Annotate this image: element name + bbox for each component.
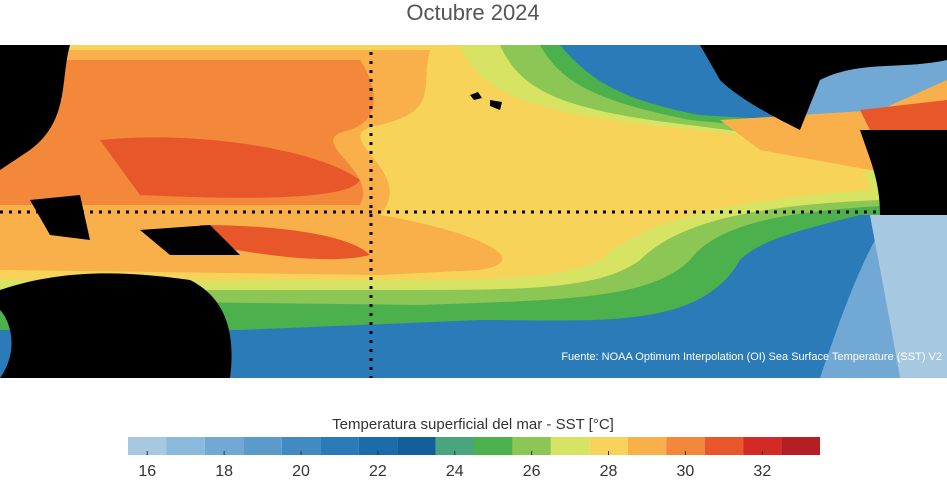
colorbar-tick-label: 24	[446, 463, 464, 480]
colorbar-bin	[550, 437, 590, 455]
colorbar-tick-label: 26	[523, 463, 541, 480]
colorbar-tick-label: 30	[677, 463, 695, 480]
colorbar-bin	[435, 437, 474, 455]
colorbar-tick-label: 28	[600, 463, 618, 480]
colorbar-label: Temperatura superficial del mar - SST [°…	[332, 416, 614, 433]
colorbar-bin	[512, 437, 551, 455]
colorbar-bin	[781, 437, 820, 455]
colorbar-tick-label: 20	[292, 463, 310, 480]
colorbar-bin	[743, 437, 782, 455]
colorbar-tick-label: 18	[215, 463, 233, 480]
colorbar-bin	[704, 437, 744, 455]
source-note: Fuente: NOAA Optimum Interpolation (OI) …	[561, 351, 942, 363]
colorbar-tick-label: 22	[369, 463, 387, 480]
colorbar-tick-label: 32	[753, 463, 771, 480]
colorbar-bin	[358, 437, 398, 455]
colorbar-bin	[128, 437, 167, 455]
colorbar-bin	[320, 437, 359, 455]
colorbar-bin	[243, 437, 282, 455]
colorbar-bin	[589, 437, 628, 455]
colorbar-bin	[281, 437, 321, 455]
colorbar-bin	[166, 437, 205, 455]
sst-map	[0, 45, 947, 378]
colorbar-bin	[204, 437, 244, 455]
colorbar-bin	[474, 437, 513, 455]
title: Octubre 2024	[406, 0, 539, 25]
colorbar: 16 18 20 22 24 26 28 30 32	[128, 437, 820, 480]
colorbar-bin	[627, 437, 667, 455]
colorbar-bin	[397, 437, 436, 455]
colorbar-bin	[666, 437, 705, 455]
colorbar-tick-label: 16	[138, 463, 156, 480]
